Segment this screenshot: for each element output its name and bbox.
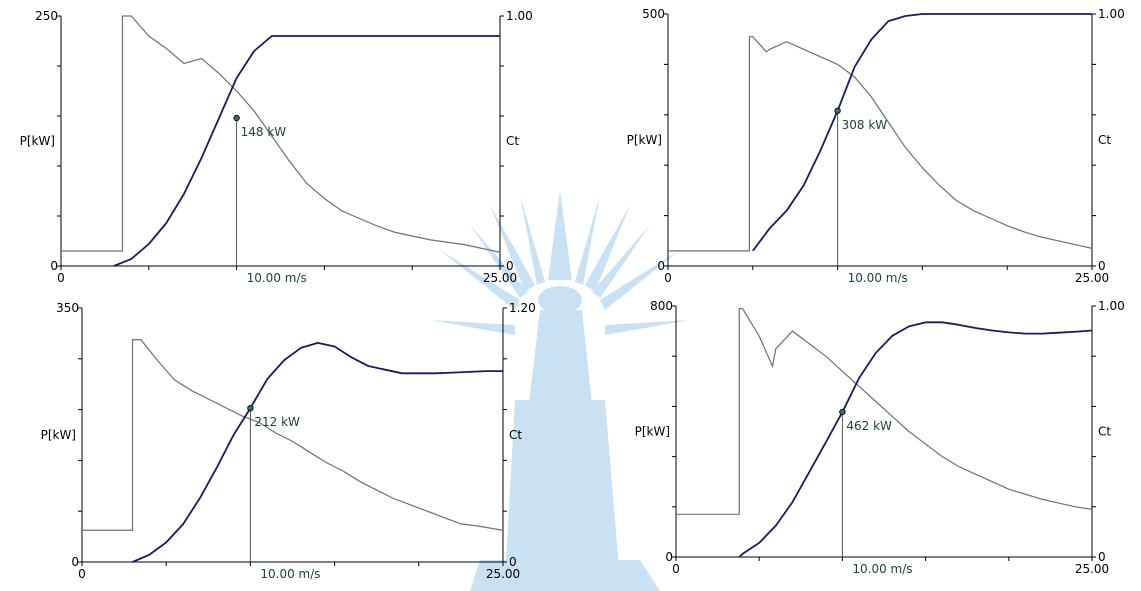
power-annotation: 212 kW bbox=[254, 415, 300, 429]
power-series-line bbox=[113, 35, 500, 267]
marker-point bbox=[233, 114, 240, 122]
marker-point bbox=[247, 404, 254, 412]
y2-tick-label-min: 0 bbox=[509, 555, 517, 569]
x-tick-label-min: 0 bbox=[78, 567, 86, 581]
y2-tick-label-max: 1.00 bbox=[1098, 7, 1125, 21]
y-axis-label: P[kW] bbox=[20, 134, 55, 148]
power-series-line bbox=[752, 13, 1092, 252]
x-tick-label-min: 0 bbox=[664, 271, 672, 285]
ct-series-line bbox=[668, 36, 1093, 252]
power-series-line bbox=[738, 321, 1093, 558]
ct-series-line bbox=[61, 15, 501, 253]
y2-tick-label-max: 1.20 bbox=[509, 301, 536, 315]
y-tick-label-max: 250 bbox=[35, 9, 58, 23]
y-tick-label-max: 500 bbox=[642, 7, 665, 21]
y2-tick-label-max: 1.00 bbox=[1098, 299, 1125, 313]
y2-tick-label-max: 1.00 bbox=[506, 9, 533, 23]
marker-point bbox=[834, 107, 841, 114]
y2-tick-label-min: 0 bbox=[1098, 550, 1106, 564]
wind-speed-annotation: 10.00 m/s bbox=[247, 271, 307, 285]
y2-axis-label: Ct bbox=[509, 428, 522, 442]
x-tick-label-max: 25.00 bbox=[1075, 271, 1109, 285]
y2-tick-label-min: 0 bbox=[506, 259, 514, 273]
power-annotation: 462 kW bbox=[846, 419, 892, 433]
power-annotation: 308 kW bbox=[842, 118, 888, 132]
wind-speed-annotation: 10.00 m/s bbox=[852, 562, 912, 576]
x-tick-label-min: 0 bbox=[672, 562, 680, 576]
y2-axis-label: Ct bbox=[1098, 133, 1111, 147]
y2-tick-label-min: 0 bbox=[1098, 259, 1106, 273]
marker-point bbox=[839, 408, 846, 416]
y-tick-label-min: 0 bbox=[657, 259, 665, 273]
ct-series-line bbox=[82, 339, 504, 531]
ct-series-line bbox=[676, 307, 1093, 515]
x-tick-label-max: 25.00 bbox=[483, 271, 517, 285]
wind-speed-annotation: 10.00 m/s bbox=[260, 567, 320, 581]
y-tick-label-max: 350 bbox=[56, 301, 79, 315]
x-tick-label-max: 25.00 bbox=[1075, 562, 1109, 576]
y2-axis-label: Ct bbox=[1098, 425, 1111, 439]
y-tick-label-min: 0 bbox=[50, 259, 58, 273]
y-axis-label: P[kW] bbox=[41, 428, 76, 442]
y-tick-label-min: 0 bbox=[665, 550, 673, 564]
power-annotation: 148 kW bbox=[241, 125, 287, 139]
y-tick-label-max: 800 bbox=[650, 299, 673, 313]
y-tick-label-min: 0 bbox=[71, 555, 79, 569]
y2-axis-label: Ct bbox=[506, 134, 519, 148]
power-series-line bbox=[132, 341, 503, 563]
x-tick-label-min: 0 bbox=[57, 271, 65, 285]
wind-speed-annotation: 10.00 m/s bbox=[848, 271, 908, 285]
y-axis-label: P[kW] bbox=[635, 425, 670, 439]
x-tick-label-max: 25.00 bbox=[486, 567, 520, 581]
y-axis-label: P[kW] bbox=[627, 133, 662, 147]
